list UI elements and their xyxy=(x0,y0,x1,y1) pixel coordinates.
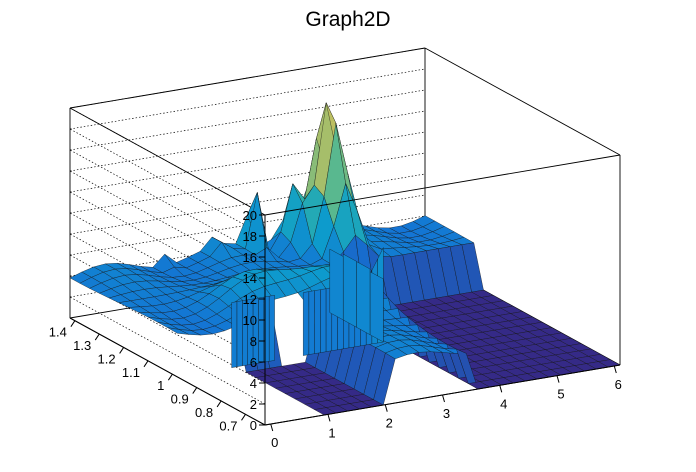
surface-wall-cell xyxy=(242,299,248,367)
z-tick-label: 14 xyxy=(243,271,257,286)
z-tick-label: 12 xyxy=(243,292,257,307)
frame-edge xyxy=(69,107,266,216)
x-tick xyxy=(499,385,503,393)
surface-wall-cell xyxy=(329,248,344,321)
x-tick xyxy=(556,375,560,383)
y-tick-label: 0.7 xyxy=(219,418,237,433)
surface-wall-cell xyxy=(303,291,310,356)
y-tick xyxy=(192,387,198,394)
front-frame-edges xyxy=(264,47,621,365)
x-tick-label: 6 xyxy=(615,377,622,392)
y-tick xyxy=(119,347,125,354)
y-tick xyxy=(94,333,100,341)
frame-edge xyxy=(69,47,426,109)
chart-title: Graph2D xyxy=(305,8,390,31)
y-tick xyxy=(167,373,173,381)
x-tick xyxy=(270,423,274,432)
x-tick-label: 2 xyxy=(386,416,393,431)
frame-edge xyxy=(264,154,621,216)
x-tick-label: 5 xyxy=(557,387,564,402)
x-tick xyxy=(327,414,331,422)
z-gridline xyxy=(69,149,266,258)
y-tick-label: 1.1 xyxy=(122,365,140,380)
surface-wall-cell xyxy=(269,295,275,362)
y-axis-line xyxy=(69,317,266,426)
surface-wall-cell xyxy=(369,271,384,343)
x-tick xyxy=(613,365,617,374)
x-tick-label: 3 xyxy=(443,406,450,421)
z-gridline xyxy=(69,68,426,130)
x-tick xyxy=(384,404,388,412)
x-axis: 0 1 2 3 4 5 6 xyxy=(264,364,622,450)
x-tick-label: 4 xyxy=(500,396,507,411)
z-tick-label: 6 xyxy=(250,355,257,370)
x-tick xyxy=(442,394,445,403)
z-axis: 0 2 4 6 8 10 12 14 16 18 20 xyxy=(243,208,266,433)
surface-wall-cell xyxy=(308,290,315,355)
z-tick-label: 0 xyxy=(250,418,257,433)
x-tick-label: 1 xyxy=(328,425,335,440)
z-gridline xyxy=(69,173,426,235)
z-gridline xyxy=(69,194,426,256)
y-tick-label: 0.9 xyxy=(171,392,189,407)
z-tick-label: 18 xyxy=(243,229,257,244)
y-tick xyxy=(241,414,246,421)
y-tick xyxy=(143,360,149,368)
y-tick-label: 1.3 xyxy=(73,338,91,353)
z-tick-label: 20 xyxy=(243,208,257,223)
z-gridline xyxy=(69,110,426,172)
z-tick-label: 2 xyxy=(250,397,257,412)
z-tick-label: 4 xyxy=(250,376,257,391)
surface-wall-cell xyxy=(236,300,243,367)
z-tick-label: 8 xyxy=(250,334,257,349)
surface-wall-cell xyxy=(356,261,371,335)
y-tick-label: 1.4 xyxy=(49,325,67,340)
x-tick-label: 0 xyxy=(271,435,278,450)
frame-edge xyxy=(424,47,621,156)
z-tick-label: 10 xyxy=(243,313,257,328)
z-tick-label: 16 xyxy=(243,250,257,265)
surface-wall-cell xyxy=(343,253,357,328)
surface-wall-cell xyxy=(320,288,327,353)
y-tick-label: 0.8 xyxy=(195,405,213,420)
z-gridline xyxy=(69,131,426,193)
surface-wall-cell xyxy=(231,301,238,368)
y-tick xyxy=(70,320,76,327)
z-gridline xyxy=(69,152,426,214)
surface-wall-cell xyxy=(314,289,321,354)
surface-wall-cell xyxy=(258,296,265,364)
y-tick xyxy=(216,400,222,408)
y-tick-label: 1 xyxy=(157,378,164,393)
y-axis: 0.7 0.8 0.9 1 1.1 1.2 1.3 1.4 xyxy=(49,317,266,433)
surface xyxy=(69,102,621,416)
z-gridline xyxy=(69,128,266,237)
y-tick-label: 1.2 xyxy=(98,351,116,366)
